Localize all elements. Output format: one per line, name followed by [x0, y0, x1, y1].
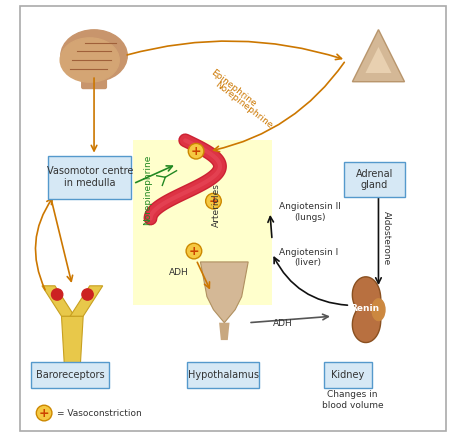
- FancyBboxPatch shape: [81, 67, 107, 89]
- Text: Aldosterone: Aldosterone: [382, 211, 391, 265]
- Text: Vasomotor centre
in medulla: Vasomotor centre in medulla: [47, 166, 133, 188]
- Text: Norepinephrine: Norepinephrine: [213, 80, 274, 130]
- Text: = Vasoconstriction: = Vasoconstriction: [57, 409, 142, 417]
- Text: +: +: [39, 406, 49, 420]
- Polygon shape: [365, 47, 391, 73]
- Polygon shape: [352, 277, 381, 343]
- Text: Baroreceptors: Baroreceptors: [36, 370, 104, 380]
- Circle shape: [188, 143, 204, 159]
- Text: ADH: ADH: [273, 319, 293, 328]
- Text: Renin: Renin: [350, 304, 379, 313]
- FancyBboxPatch shape: [133, 140, 272, 305]
- Ellipse shape: [61, 30, 127, 82]
- Text: Hypothalamus: Hypothalamus: [188, 370, 259, 380]
- Ellipse shape: [372, 299, 385, 321]
- Circle shape: [36, 405, 52, 421]
- Text: +: +: [189, 245, 199, 257]
- Text: Arterioles: Arterioles: [212, 184, 221, 227]
- Text: Adrenal
gland: Adrenal gland: [356, 169, 393, 190]
- Circle shape: [206, 193, 221, 209]
- Circle shape: [82, 289, 93, 300]
- Polygon shape: [62, 316, 83, 368]
- FancyBboxPatch shape: [48, 156, 131, 199]
- Circle shape: [186, 243, 202, 259]
- Text: +: +: [208, 194, 219, 208]
- FancyBboxPatch shape: [324, 362, 372, 388]
- Text: Norepinephrine: Norepinephrine: [143, 155, 152, 225]
- Text: Angiotensin II
(lungs): Angiotensin II (lungs): [279, 202, 341, 222]
- Polygon shape: [70, 286, 103, 316]
- FancyBboxPatch shape: [187, 362, 259, 388]
- Polygon shape: [352, 30, 404, 82]
- Text: +: +: [191, 145, 201, 158]
- Ellipse shape: [60, 38, 119, 82]
- Polygon shape: [219, 323, 230, 340]
- FancyBboxPatch shape: [31, 362, 109, 388]
- Text: Epinephrine: Epinephrine: [209, 68, 257, 109]
- Polygon shape: [200, 262, 248, 323]
- Text: ADH: ADH: [169, 268, 189, 277]
- Text: Changes in
blood volume: Changes in blood volume: [322, 390, 383, 410]
- Text: Kidney: Kidney: [331, 370, 365, 380]
- FancyBboxPatch shape: [344, 162, 404, 197]
- Polygon shape: [42, 286, 75, 316]
- FancyBboxPatch shape: [20, 6, 446, 431]
- Circle shape: [52, 289, 63, 300]
- Text: Angiotensin I
(liver): Angiotensin I (liver): [279, 248, 338, 267]
